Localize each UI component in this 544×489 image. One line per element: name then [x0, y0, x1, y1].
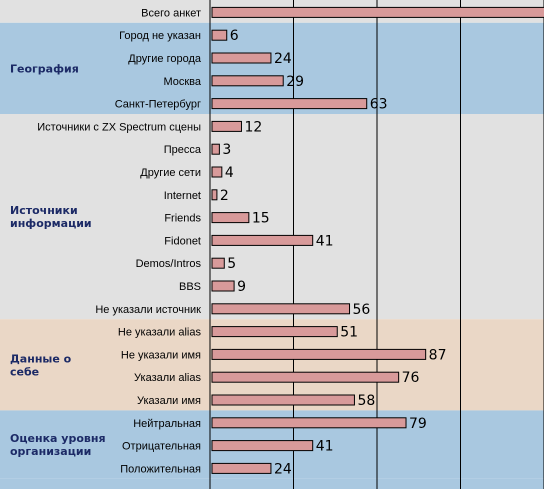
bar [211, 303, 351, 315]
bar [211, 166, 223, 178]
value-label: 9 [237, 279, 246, 295]
value-label: 63 [370, 97, 388, 113]
bar [211, 143, 220, 155]
bar [211, 371, 400, 383]
group-band [0, 114, 544, 320]
bar [211, 98, 368, 110]
value-label: 6 [230, 28, 239, 44]
category-label: Другие города [128, 53, 202, 65]
value-label: 12 [244, 119, 262, 135]
value-label: 51 [340, 325, 358, 341]
category-label: Отрицательная [122, 441, 201, 453]
category-label: Всего анкет [141, 7, 201, 19]
category-label: Другие сети [140, 167, 201, 179]
bar [211, 348, 427, 360]
category-label: Москва [163, 76, 201, 88]
value-label: 41 [316, 439, 334, 455]
group-title: Источники информации [10, 204, 92, 230]
category-label: Internet [164, 190, 201, 202]
value-label: 4 [225, 165, 234, 181]
value-label: 15 [252, 211, 270, 227]
bar [211, 326, 338, 338]
category-label: Указали alias [134, 372, 201, 384]
value-label: 24 [274, 51, 292, 67]
category-label: Demos/Intros [136, 258, 202, 270]
category-label: Не указали источник [95, 304, 201, 316]
category-label: Санкт-Петербург [115, 99, 201, 111]
bar [211, 462, 272, 474]
value-label: 2 [220, 188, 229, 204]
category-label: Пресса [164, 144, 202, 156]
category-label: Fidonet [164, 235, 201, 247]
bar [211, 29, 228, 41]
group-band [0, 478, 544, 489]
value-label: 87 [429, 347, 447, 363]
bar [211, 75, 284, 87]
bar [211, 394, 355, 406]
category-label: Нейтральная [133, 418, 201, 430]
group-title: Данные о себе [10, 352, 72, 378]
bar [211, 120, 242, 132]
category-label: Указали имя [137, 395, 201, 407]
category-label: Город не указан [119, 30, 201, 42]
value-label: 76 [402, 370, 420, 386]
value-label: 79 [409, 416, 427, 432]
group-title: География [10, 62, 79, 75]
group-title: Оценка уровня организации [10, 432, 106, 458]
bar [211, 440, 314, 452]
bar [211, 189, 218, 201]
bar [211, 52, 272, 64]
category-label: Не указали имя [121, 349, 201, 361]
bar [211, 6, 544, 18]
value-label: 3 [222, 142, 231, 158]
bar [211, 234, 314, 246]
bar [211, 212, 250, 224]
category-label: BBS [179, 281, 201, 293]
value-label: 5 [227, 256, 236, 272]
category-label: Положительная [120, 463, 201, 475]
value-label: 41 [316, 233, 334, 249]
bar [211, 417, 407, 429]
value-label: 24 [274, 461, 292, 477]
category-label: Friends [164, 213, 201, 225]
value-label: 56 [353, 302, 371, 318]
category-label: Источники с ZX Spectrum сцены [37, 121, 201, 133]
value-label: 29 [286, 74, 304, 90]
category-label: Не указали alias [118, 327, 202, 339]
value-label: 58 [357, 393, 375, 409]
bar [211, 280, 235, 292]
bar [211, 257, 225, 269]
